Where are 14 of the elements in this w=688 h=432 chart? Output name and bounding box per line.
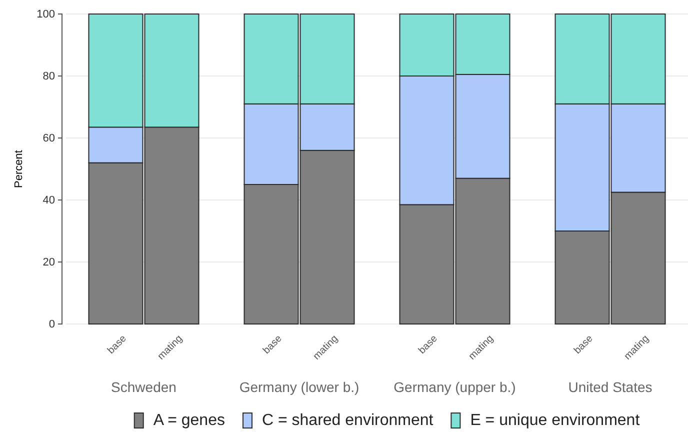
legend-label: C = shared environment [262, 412, 434, 429]
text: United States [568, 379, 652, 395]
y-tick-label: 0 [48, 318, 55, 331]
legend-label: E = unique environment [470, 412, 640, 429]
text: Germany (lower b.) [239, 379, 360, 395]
text: Germany (upper b.) [394, 379, 516, 395]
y-tick-label: 60 [42, 132, 55, 145]
y-axis-title: Percent [13, 150, 25, 188]
y-tick-label: 20 [42, 256, 55, 269]
y-tick-label: 80 [42, 70, 55, 83]
legend-label: A = genes [153, 412, 225, 429]
y-tick-label: 40 [42, 194, 55, 207]
text: Schweden [111, 379, 176, 395]
y-tick-label: 100 [36, 8, 55, 21]
